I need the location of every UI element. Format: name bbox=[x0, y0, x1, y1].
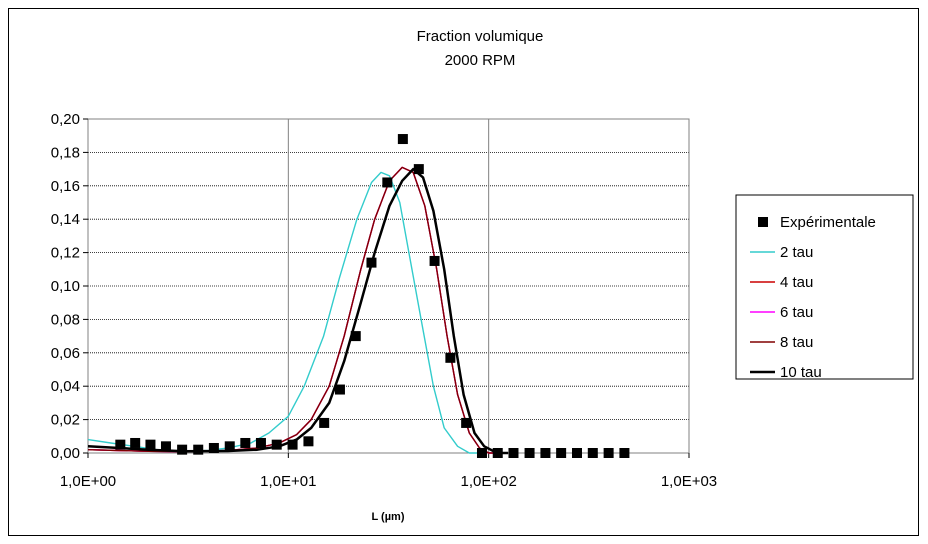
data-point-marker bbox=[160, 441, 171, 452]
legend-label: 8 tau bbox=[780, 334, 813, 351]
data-point-marker bbox=[130, 437, 141, 448]
data-point-marker bbox=[287, 439, 298, 450]
data-point-marker bbox=[334, 384, 345, 395]
data-point-marker bbox=[476, 448, 487, 458]
data-point-marker bbox=[508, 448, 519, 458]
chart-subtitle: 2000 RPM bbox=[445, 52, 516, 69]
data-point-marker bbox=[603, 448, 614, 458]
data-point-marker bbox=[177, 444, 188, 455]
data-point-marker bbox=[145, 439, 156, 450]
data-point-marker bbox=[224, 441, 235, 452]
data-point-marker bbox=[303, 436, 314, 447]
data-point-marker bbox=[587, 448, 598, 458]
y-tick-label: 0,06 bbox=[51, 345, 80, 362]
y-tick-label: 0,02 bbox=[51, 412, 80, 429]
y-axis-ticks: 0,00 0,02 0,04 0,06 0,08 0,10 0,12 0,14 0,16 0,18… bbox=[51, 111, 88, 462]
y-tick-label: 0,04 bbox=[51, 378, 80, 395]
data-point-marker bbox=[524, 448, 535, 458]
x-axis-label: L (µm) bbox=[371, 511, 404, 523]
data-point-marker bbox=[619, 448, 630, 458]
x-tick-label: 1,0E+02 bbox=[461, 473, 517, 490]
data-point-marker bbox=[208, 442, 219, 453]
data-point-marker bbox=[115, 439, 126, 450]
data-point-marker bbox=[571, 448, 582, 458]
series-lines bbox=[87, 166, 509, 455]
data-point-marker bbox=[271, 439, 282, 450]
y-tick-label: 0,16 bbox=[51, 178, 80, 195]
y-tick-label: 0,18 bbox=[51, 144, 80, 161]
data-point-marker bbox=[255, 437, 266, 448]
x-tick-label: 1,0E+01 bbox=[260, 473, 316, 490]
y-tick-label: 0,20 bbox=[51, 111, 80, 128]
y-tick-label: 0,00 bbox=[51, 445, 80, 462]
legend-label: 4 tau bbox=[780, 274, 813, 291]
x-tick-label: 1,0E+00 bbox=[60, 473, 116, 490]
data-point-marker bbox=[556, 448, 567, 458]
data-point-marker bbox=[492, 448, 503, 458]
data-point-marker bbox=[193, 444, 204, 455]
series-line-8-tau bbox=[87, 166, 497, 454]
data-point-marker bbox=[366, 257, 377, 268]
legend-label: Expérimentale bbox=[780, 214, 876, 231]
data-point-marker bbox=[240, 437, 251, 448]
legend-label: 6 tau bbox=[780, 304, 813, 321]
data-point-marker bbox=[429, 255, 440, 266]
series-line-2-tau bbox=[87, 171, 485, 454]
series-line-4-tau bbox=[87, 166, 497, 454]
gridlines bbox=[88, 119, 689, 453]
data-point-marker bbox=[540, 448, 551, 458]
legend-marker bbox=[758, 217, 768, 227]
chart-svg: Fraction volumique 2000 RPM 0,00 0,02 0,04… bbox=[51, 28, 914, 523]
series-line-10-tau bbox=[87, 167, 509, 455]
y-tick-label: 0,10 bbox=[51, 278, 80, 295]
y-tick-label: 0,12 bbox=[51, 245, 80, 262]
data-point-marker bbox=[445, 352, 456, 363]
y-tick-label: 0,14 bbox=[51, 211, 80, 228]
legend-label: 10 tau bbox=[780, 364, 822, 381]
data-point-marker bbox=[413, 164, 424, 175]
x-axis-ticks: 1,0E+00 1,0E+01 1,0E+02 1,0E+03 bbox=[60, 453, 717, 490]
legend-label: 2 tau bbox=[780, 244, 813, 261]
series-markers bbox=[115, 134, 630, 458]
data-point-marker bbox=[382, 177, 393, 188]
chart-frame: Fraction volumique 2000 RPM 0,00 0,02 0,04… bbox=[8, 8, 919, 536]
y-tick-label: 0,08 bbox=[51, 311, 80, 328]
data-point-marker bbox=[397, 134, 408, 145]
chart-title: Fraction volumique bbox=[417, 28, 544, 45]
x-tick-label: 1,0E+03 bbox=[661, 473, 717, 490]
legend: Expérimentale 2 tau 4 tau 6 tau 8 tau 10 tau bbox=[750, 214, 876, 381]
data-point-marker bbox=[461, 417, 472, 428]
series-line-6-tau bbox=[87, 166, 497, 454]
data-point-marker bbox=[350, 331, 361, 342]
data-point-marker bbox=[319, 417, 330, 428]
